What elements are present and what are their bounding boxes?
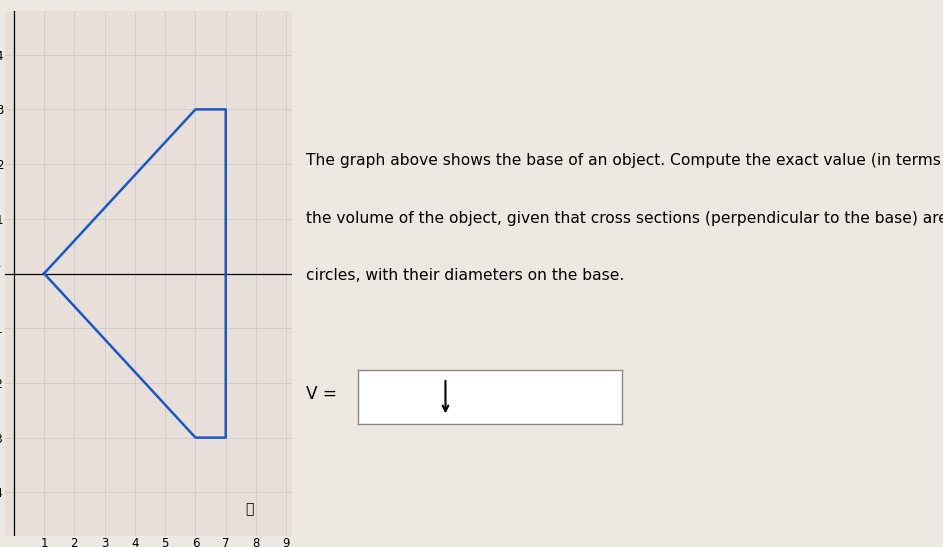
- Text: the volume of the object, given that cross sections (perpendicular to the base) : the volume of the object, given that cro…: [306, 211, 943, 225]
- Text: The graph above shows the base of an object. Compute the exact value (in terms o: The graph above shows the base of an obj…: [306, 153, 943, 168]
- Text: circles, with their diameters on the base.: circles, with their diameters on the bas…: [306, 268, 624, 283]
- Text: 🔍: 🔍: [246, 502, 254, 516]
- Text: V =: V =: [306, 386, 338, 403]
